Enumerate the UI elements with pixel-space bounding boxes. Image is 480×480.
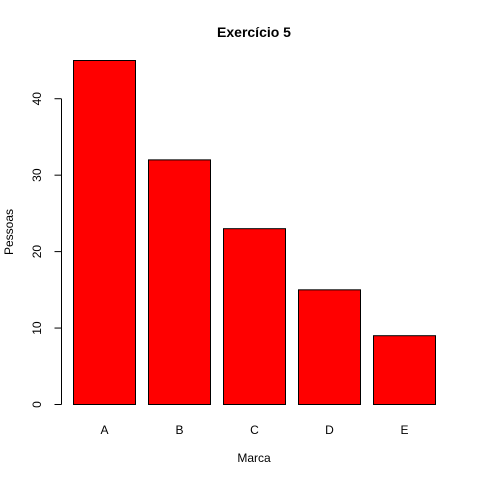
y-tick-label-0: 0 bbox=[30, 401, 44, 408]
x-tick-label-b: B bbox=[175, 423, 183, 437]
y-axis-label: Pessoas bbox=[2, 209, 16, 255]
x-tick-label-a: A bbox=[100, 423, 108, 437]
bar-a bbox=[73, 60, 136, 405]
bar-d bbox=[298, 289, 361, 406]
x-tick-labels: A B C D E bbox=[100, 423, 408, 437]
y-axis: 0 10 20 30 40 bbox=[30, 92, 62, 408]
bar-c bbox=[223, 228, 286, 405]
x-axis-label: Marca bbox=[237, 451, 271, 465]
bar-e bbox=[373, 335, 436, 406]
bar-b bbox=[148, 159, 211, 405]
x-tick-label-e: E bbox=[400, 423, 408, 437]
x-tick-label-d: D bbox=[325, 423, 334, 437]
x-tick-label-c: C bbox=[250, 423, 259, 437]
y-tick-label-20: 20 bbox=[30, 245, 44, 259]
y-tick-label-10: 10 bbox=[30, 321, 44, 335]
y-tick-label-40: 40 bbox=[30, 92, 44, 106]
bars-group bbox=[73, 60, 436, 406]
y-tick-label-30: 30 bbox=[30, 168, 44, 182]
chart-title: Exercício 5 bbox=[217, 24, 291, 40]
